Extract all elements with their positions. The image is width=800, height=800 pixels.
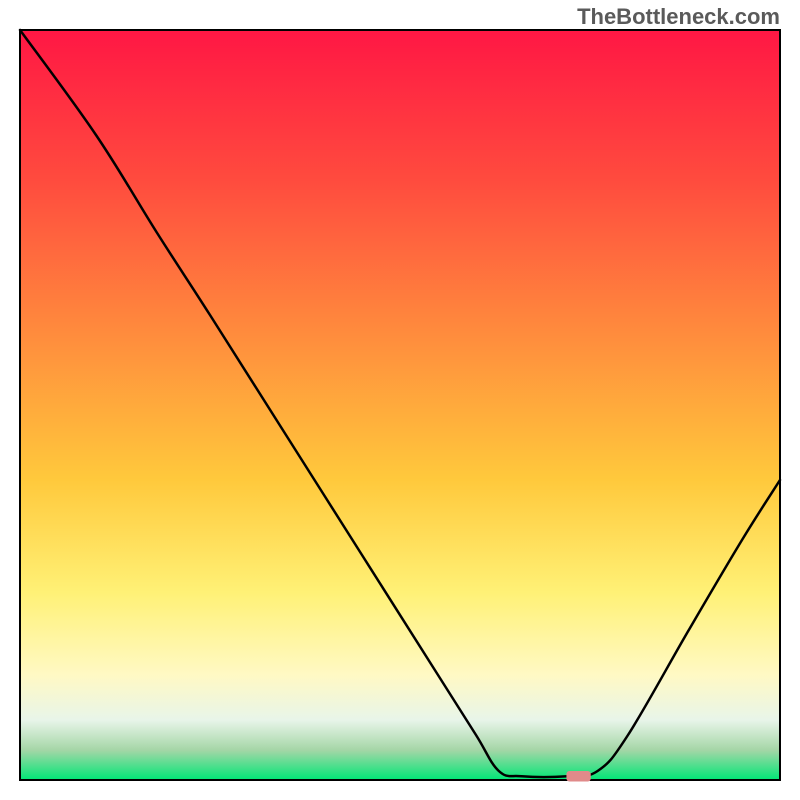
bottleneck-chart: TheBottleneck.com xyxy=(0,0,800,800)
optimal-marker xyxy=(566,771,590,782)
chart-svg xyxy=(0,0,800,800)
watermark-text: TheBottleneck.com xyxy=(577,4,780,30)
